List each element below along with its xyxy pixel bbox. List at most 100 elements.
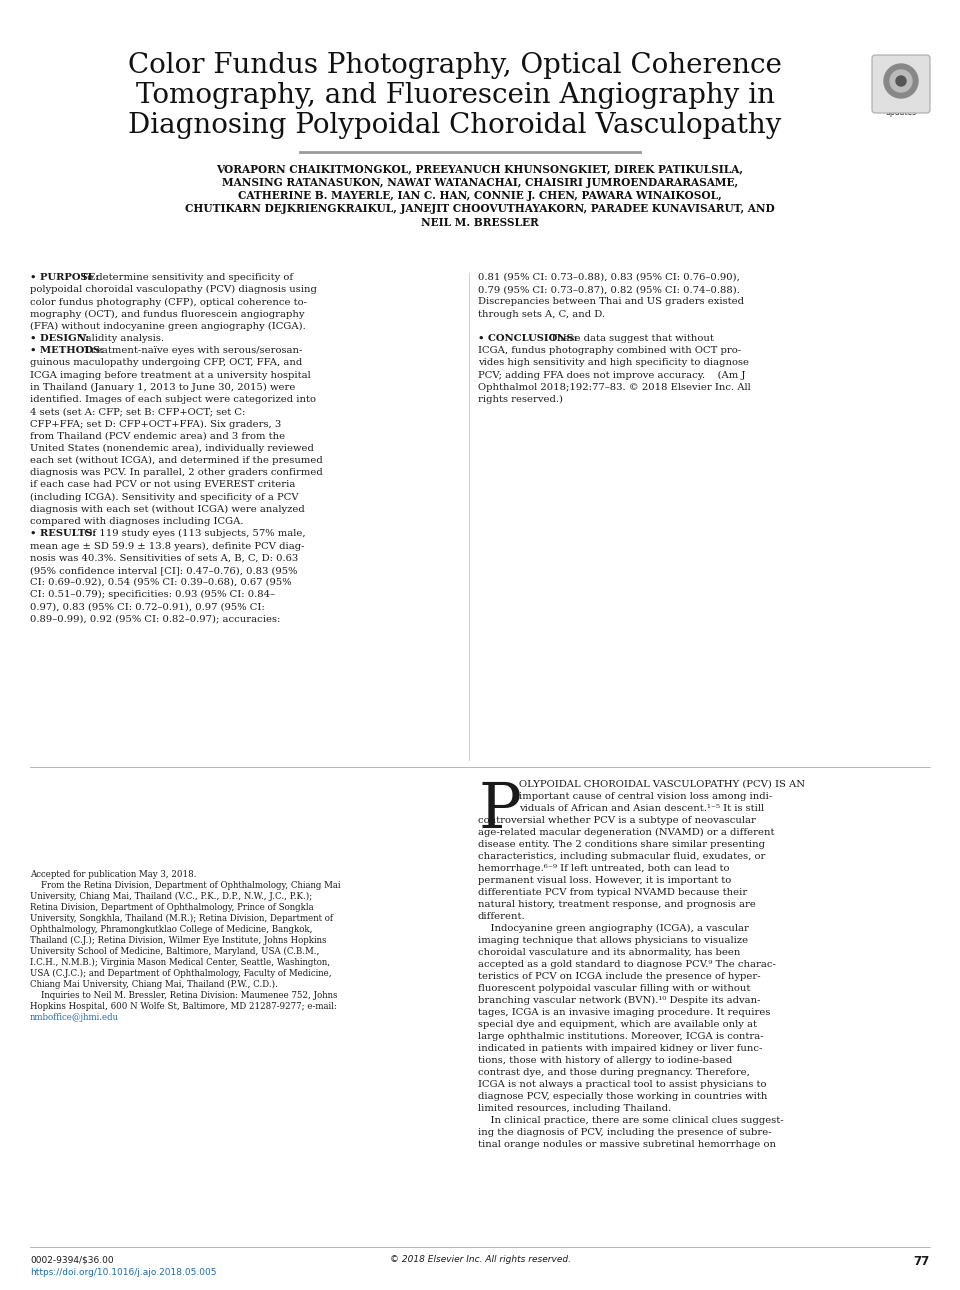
Text: Accepted for publication May 3, 2018.: Accepted for publication May 3, 2018. — [30, 869, 197, 878]
Text: diagnosis was PCV. In parallel, 2 other graders confirmed: diagnosis was PCV. In parallel, 2 other … — [30, 468, 323, 477]
Text: Thailand (C.J.); Retina Division, Wilmer Eye Institute, Johns Hopkins: Thailand (C.J.); Retina Division, Wilmer… — [30, 937, 326, 946]
Text: polypoidal choroidal vasculopathy (PCV) diagnosis using: polypoidal choroidal vasculopathy (PCV) … — [30, 285, 317, 294]
Text: permanent visual loss. However, it is important to: permanent visual loss. However, it is im… — [478, 876, 732, 885]
Text: nmboffice@jhmi.edu: nmboffice@jhmi.edu — [30, 1013, 119, 1022]
Text: nosis was 40.3%. Sensitivities of sets A, B, C, D: 0.63: nosis was 40.3%. Sensitivities of sets A… — [30, 553, 299, 562]
Text: from Thailand (PCV endemic area) and 3 from the: from Thailand (PCV endemic area) and 3 f… — [30, 432, 285, 441]
Text: (including ICGA). Sensitivity and specificity of a PCV: (including ICGA). Sensitivity and specif… — [30, 493, 299, 502]
Text: tages, ICGA is an invasive imaging procedure. It requires: tages, ICGA is an invasive imaging proce… — [478, 1007, 770, 1017]
Text: 0.79 (95% CI: 0.73–0.87), 0.82 (95% CI: 0.74–0.88).: 0.79 (95% CI: 0.73–0.87), 0.82 (95% CI: … — [478, 285, 740, 294]
Text: limited resources, including Thailand.: limited resources, including Thailand. — [478, 1104, 671, 1113]
Text: Retina Division, Department of Ophthalmology, Prince of Songkla: Retina Division, Department of Ophthalmo… — [30, 903, 314, 912]
Text: compared with diagnoses including ICGA.: compared with diagnoses including ICGA. — [30, 517, 244, 526]
Text: CFP+FFA; set D: CFP+OCT+FFA). Six graders, 3: CFP+FFA; set D: CFP+OCT+FFA). Six grader… — [30, 419, 281, 428]
Text: (FFA) without indocyanine green angiography (ICGA).: (FFA) without indocyanine green angiogra… — [30, 321, 305, 332]
Text: Tomography, and Fluorescein Angiography in: Tomography, and Fluorescein Angiography … — [135, 83, 775, 108]
Text: branching vascular network (BVN).¹⁰ Despite its advan-: branching vascular network (BVN).¹⁰ Desp… — [478, 996, 760, 1005]
Text: ICGA is not always a practical tool to assist physicians to: ICGA is not always a practical tool to a… — [478, 1080, 766, 1089]
Text: • PURPOSE:: • PURPOSE: — [30, 273, 99, 283]
Text: 0.81 (95% CI: 0.73–0.88), 0.83 (95% CI: 0.76–0.90),: 0.81 (95% CI: 0.73–0.88), 0.83 (95% CI: … — [478, 273, 740, 283]
Text: University, Songkhla, Thailand (M.R.); Retina Division, Department of: University, Songkhla, Thailand (M.R.); R… — [30, 915, 333, 924]
Text: Chiang Mai University, Chiang Mai, Thailand (P.W., C.D.).: Chiang Mai University, Chiang Mai, Thail… — [30, 980, 277, 989]
Text: OLYPOIDAL CHOROIDAL VASCULOPATHY (PCV) IS AN: OLYPOIDAL CHOROIDAL VASCULOPATHY (PCV) I… — [519, 780, 805, 789]
Text: diagnose PCV, especially those working in countries with: diagnose PCV, especially those working i… — [478, 1093, 767, 1100]
Circle shape — [884, 64, 918, 98]
Text: updates: updates — [885, 108, 917, 117]
Text: Color Fundus Photography, Optical Coherence: Color Fundus Photography, Optical Cohere… — [128, 52, 782, 79]
Text: 77: 77 — [914, 1255, 930, 1268]
Text: controversial whether PCV is a subtype of neovascular: controversial whether PCV is a subtype o… — [478, 817, 756, 826]
Text: CHUTIKARN DEJKRIENGKRAIKUL, JANEJIT CHOOVUTHAYAKORN, PARADEE KUNAVISARUT, AND: CHUTIKARN DEJKRIENGKRAIKUL, JANEJIT CHOO… — [185, 204, 775, 214]
Text: Of 119 study eyes (113 subjects, 57% male,: Of 119 study eyes (113 subjects, 57% mal… — [78, 529, 305, 538]
FancyBboxPatch shape — [872, 55, 930, 114]
Text: • CONCLUSIONS:: • CONCLUSIONS: — [478, 334, 577, 343]
Text: imaging technique that allows physicians to visualize: imaging technique that allows physicians… — [478, 937, 748, 946]
Text: CATHERINE B. MAYERLE, IAN C. HAN, CONNIE J. CHEN, PAWARA WINAIKOSOL,: CATHERINE B. MAYERLE, IAN C. HAN, CONNIE… — [238, 190, 722, 201]
Text: through sets A, C, and D.: through sets A, C, and D. — [478, 310, 605, 319]
Text: https://doi.org/10.1016/j.ajo.2018.05.005: https://doi.org/10.1016/j.ajo.2018.05.00… — [30, 1268, 217, 1277]
Text: age-related macular degeneration (NVAMD) or a different: age-related macular degeneration (NVAMD)… — [478, 828, 775, 837]
Text: special dye and equipment, which are available only at: special dye and equipment, which are ava… — [478, 1020, 757, 1029]
Text: contrast dye, and those during pregnancy. Therefore,: contrast dye, and those during pregnancy… — [478, 1068, 750, 1077]
Text: Inquiries to Neil M. Bressler, Retina Division: Maumenee 752, Johns: Inquiries to Neil M. Bressler, Retina Di… — [30, 991, 338, 1000]
Text: characteristics, including submacular fluid, exudates, or: characteristics, including submacular fl… — [478, 851, 765, 860]
Text: Ophthalmol 2018;192:77–83. © 2018 Elsevier Inc. All: Ophthalmol 2018;192:77–83. © 2018 Elsevi… — [478, 383, 751, 392]
Text: • METHODS:: • METHODS: — [30, 346, 104, 355]
Text: teristics of PCV on ICGA include the presence of hyper-: teristics of PCV on ICGA include the pre… — [478, 971, 760, 980]
Text: © 2018 Elsevier Inc. All rights reserved.: © 2018 Elsevier Inc. All rights reserved… — [390, 1255, 570, 1264]
Text: • RESULTS:: • RESULTS: — [30, 529, 96, 538]
Text: disease entity. The 2 conditions share similar presenting: disease entity. The 2 conditions share s… — [478, 840, 765, 849]
Text: guinous maculopathy undergoing CFP, OCT, FFA, and: guinous maculopathy undergoing CFP, OCT,… — [30, 359, 302, 368]
Text: different.: different. — [478, 912, 526, 921]
Text: NEIL M. BRESSLER: NEIL M. BRESSLER — [421, 217, 539, 228]
Text: 4 sets (set A: CFP; set B: CFP+OCT; set C:: 4 sets (set A: CFP; set B: CFP+OCT; set … — [30, 408, 246, 417]
Text: From the Retina Division, Department of Ophthalmology, Chiang Mai: From the Retina Division, Department of … — [30, 881, 341, 890]
Text: diagnosis with each set (without ICGA) were analyzed: diagnosis with each set (without ICGA) w… — [30, 504, 304, 513]
Text: Hopkins Hospital, 600 N Wolfe St, Baltimore, MD 21287-9277; e-mail:: Hopkins Hospital, 600 N Wolfe St, Baltim… — [30, 1002, 337, 1011]
Text: mean age ± SD 59.9 ± 13.8 years), definite PCV diag-: mean age ± SD 59.9 ± 13.8 years), defini… — [30, 542, 304, 551]
Text: tions, those with history of allergy to iodine-based: tions, those with history of allergy to … — [478, 1057, 732, 1066]
Text: ing the diagnosis of PCV, including the presence of subre-: ing the diagnosis of PCV, including the … — [478, 1127, 772, 1136]
Circle shape — [890, 70, 912, 92]
Text: Treatment-naïve eyes with serous/serosan-: Treatment-naïve eyes with serous/serosan… — [78, 346, 302, 355]
Text: 0002-9394/$36.00: 0002-9394/$36.00 — [30, 1255, 113, 1264]
Text: identified. Images of each subject were categorized into: identified. Images of each subject were … — [30, 395, 316, 404]
Text: Discrepancies between Thai and US graders existed: Discrepancies between Thai and US grader… — [478, 298, 744, 307]
Text: (95% confidence interval [CI]: 0.47–0.76), 0.83 (95%: (95% confidence interval [CI]: 0.47–0.76… — [30, 566, 298, 575]
Text: each set (without ICGA), and determined if the presumed: each set (without ICGA), and determined … — [30, 455, 323, 466]
Text: University, Chiang Mai, Thailand (V.C., P.K., D.P., N.W., J.C., P.K.);: University, Chiang Mai, Thailand (V.C., … — [30, 891, 312, 902]
Text: fluorescent polypoidal vascular filling with or without: fluorescent polypoidal vascular filling … — [478, 984, 751, 993]
Text: hemorrhage.⁶⁻⁹ If left untreated, both can lead to: hemorrhage.⁶⁻⁹ If left untreated, both c… — [478, 864, 730, 873]
Text: VORAPORN CHAIKITMONGKOL, PREEYANUCH KHUNSONGKIET, DIREK PATIKULSILA,: VORAPORN CHAIKITMONGKOL, PREEYANUCH KHUN… — [217, 163, 743, 174]
Text: In clinical practice, there are some clinical clues suggest-: In clinical practice, there are some cli… — [478, 1116, 783, 1125]
Text: P: P — [478, 780, 521, 841]
Text: 0.97), 0.83 (95% CI: 0.72–0.91), 0.97 (95% CI:: 0.97), 0.83 (95% CI: 0.72–0.91), 0.97 (9… — [30, 602, 265, 611]
Text: mography (OCT), and fundus fluorescein angiography: mography (OCT), and fundus fluorescein a… — [30, 310, 304, 319]
Text: accepted as a gold standard to diagnose PCV.⁹ The charac-: accepted as a gold standard to diagnose … — [478, 960, 776, 969]
Text: natural history, treatment response, and prognosis are: natural history, treatment response, and… — [478, 900, 756, 909]
Text: color fundus photography (CFP), optical coherence to-: color fundus photography (CFP), optical … — [30, 298, 307, 307]
Text: I.C.H., N.M.B.); Virginia Mason Medical Center, Seattle, Washington,: I.C.H., N.M.B.); Virginia Mason Medical … — [30, 958, 330, 968]
Text: in Thailand (January 1, 2013 to June 30, 2015) were: in Thailand (January 1, 2013 to June 30,… — [30, 383, 296, 392]
Text: • DESIGN:: • DESIGN: — [30, 334, 89, 343]
Text: rights reserved.): rights reserved.) — [478, 395, 563, 404]
Text: USA (C.J.C.); and Department of Ophthalmology, Faculty of Medicine,: USA (C.J.C.); and Department of Ophthalm… — [30, 969, 331, 978]
Text: Diagnosing Polypoidal Choroidal Vasculopathy: Diagnosing Polypoidal Choroidal Vasculop… — [129, 112, 781, 139]
Text: MANSING RATANASUKON, NAWAT WATANACHAI, CHAISIRI JUMROENDARARASAME,: MANSING RATANASUKON, NAWAT WATANACHAI, C… — [222, 177, 738, 187]
Text: Check for: Check for — [883, 101, 919, 108]
Text: choroidal vasculature and its abnormality, has been: choroidal vasculature and its abnormalit… — [478, 948, 740, 957]
Text: Ophthalmology, Phramongkutklao College of Medicine, Bangkok,: Ophthalmology, Phramongkutklao College o… — [30, 925, 313, 934]
Text: Indocyanine green angiography (ICGA), a vascular: Indocyanine green angiography (ICGA), a … — [478, 924, 749, 933]
Text: tinal orange nodules or massive subretinal hemorrhage on: tinal orange nodules or massive subretin… — [478, 1140, 776, 1149]
Text: large ophthalmic institutions. Moreover, ICGA is contra-: large ophthalmic institutions. Moreover,… — [478, 1032, 763, 1041]
Text: vides high sensitivity and high specificity to diagnose: vides high sensitivity and high specific… — [478, 359, 749, 368]
Text: 0.89–0.99), 0.92 (95% CI: 0.82–0.97); accuracies:: 0.89–0.99), 0.92 (95% CI: 0.82–0.97); ac… — [30, 614, 280, 623]
Text: viduals of African and Asian descent.¹⁻⁵ It is still: viduals of African and Asian descent.¹⁻⁵… — [519, 804, 764, 813]
Text: To determine sensitivity and specificity of: To determine sensitivity and specificity… — [78, 273, 293, 283]
Text: These data suggest that without: These data suggest that without — [544, 334, 714, 343]
Text: Validity analysis.: Validity analysis. — [73, 334, 164, 343]
Text: indicated in patients with impaired kidney or liver func-: indicated in patients with impaired kidn… — [478, 1044, 762, 1053]
Text: United States (nonendemic area), individually reviewed: United States (nonendemic area), individ… — [30, 444, 314, 453]
Text: important cause of central vision loss among indi-: important cause of central vision loss a… — [519, 792, 772, 801]
Text: if each case had PCV or not using EVEREST criteria: if each case had PCV or not using EVERES… — [30, 480, 296, 489]
